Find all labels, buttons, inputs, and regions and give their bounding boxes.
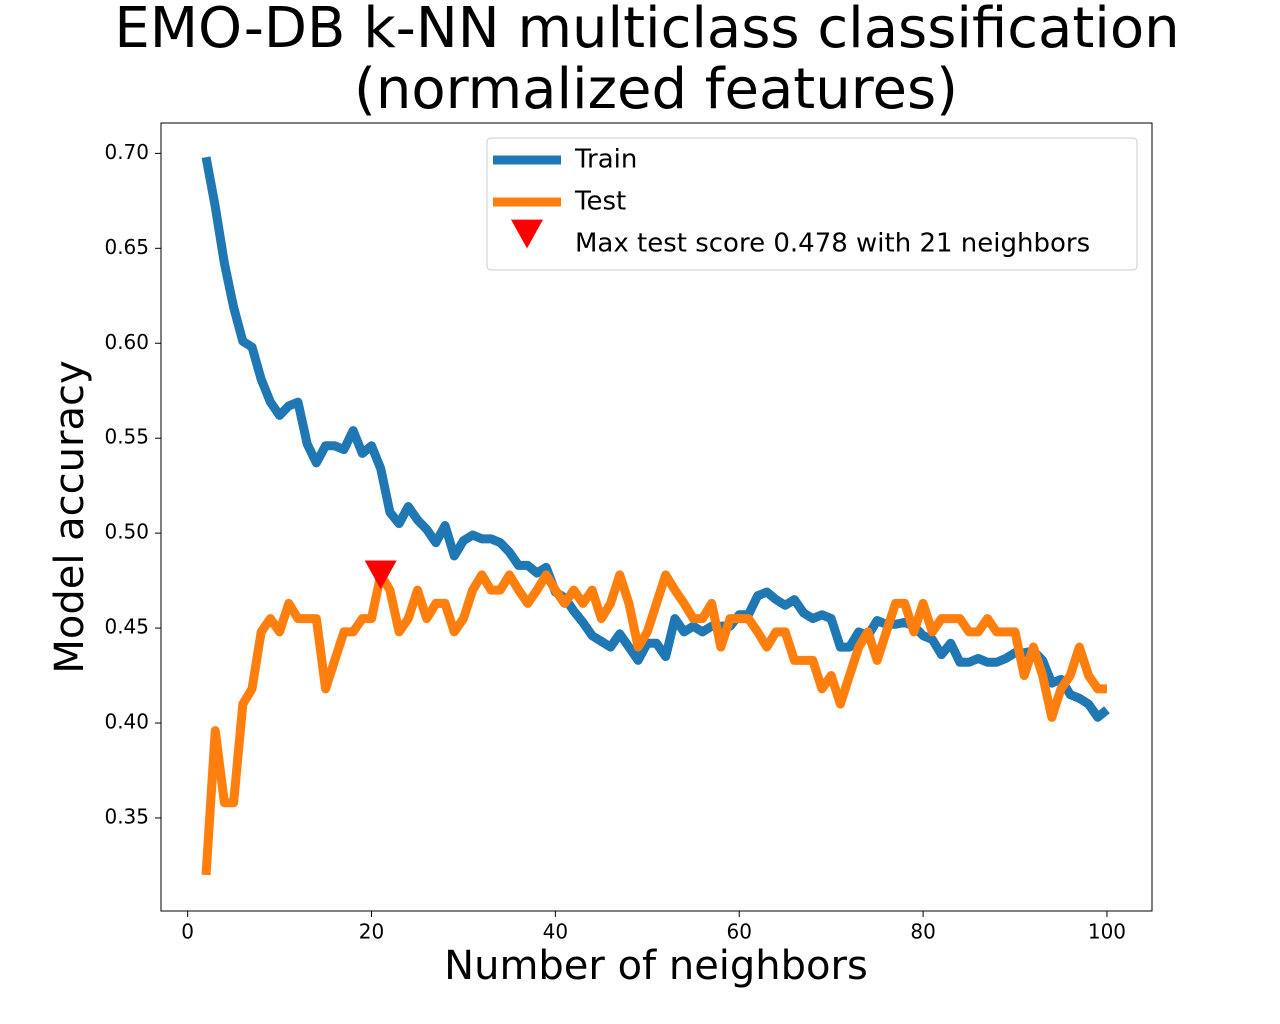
x-tick-label: 100 (1088, 920, 1126, 944)
x-axis-label: Number of neighbors (444, 943, 868, 989)
line-train (201, 156, 1110, 722)
x-tick-label: 20 (359, 920, 384, 944)
chart-title: (normalized features) (354, 57, 958, 122)
y-tick-label: 0.35 (104, 804, 149, 828)
y-tick-label: 0.45 (104, 615, 149, 639)
legend-label: Train (574, 145, 637, 175)
max-marker (364, 560, 397, 590)
y-axis-label: Model accuracy (47, 360, 93, 673)
x-tick-label: 80 (910, 920, 935, 944)
legend-box (486, 137, 1138, 271)
legend-marker (511, 219, 543, 249)
line-test (201, 570, 1107, 876)
legend-label: Max test score 0.478 with 21 neighbors (575, 229, 1090, 259)
y-tick-label: 0.60 (104, 330, 149, 354)
y-tick-label: 0.40 (104, 710, 149, 734)
y-tick-label: 0.70 (104, 140, 149, 164)
x-tick-label: 60 (727, 920, 752, 944)
y-tick-label: 0.55 (104, 425, 149, 449)
y-tick-label: 0.50 (104, 520, 149, 544)
plot-frame (160, 122, 1153, 912)
x-tick-label: 40 (543, 920, 568, 944)
y-tick-label: 0.65 (104, 235, 149, 259)
legend-label: Test (574, 187, 626, 217)
chart-title: EMO-DB k-NN multiclass classification (114, 0, 1179, 61)
x-tick-label: 0 (181, 920, 194, 944)
